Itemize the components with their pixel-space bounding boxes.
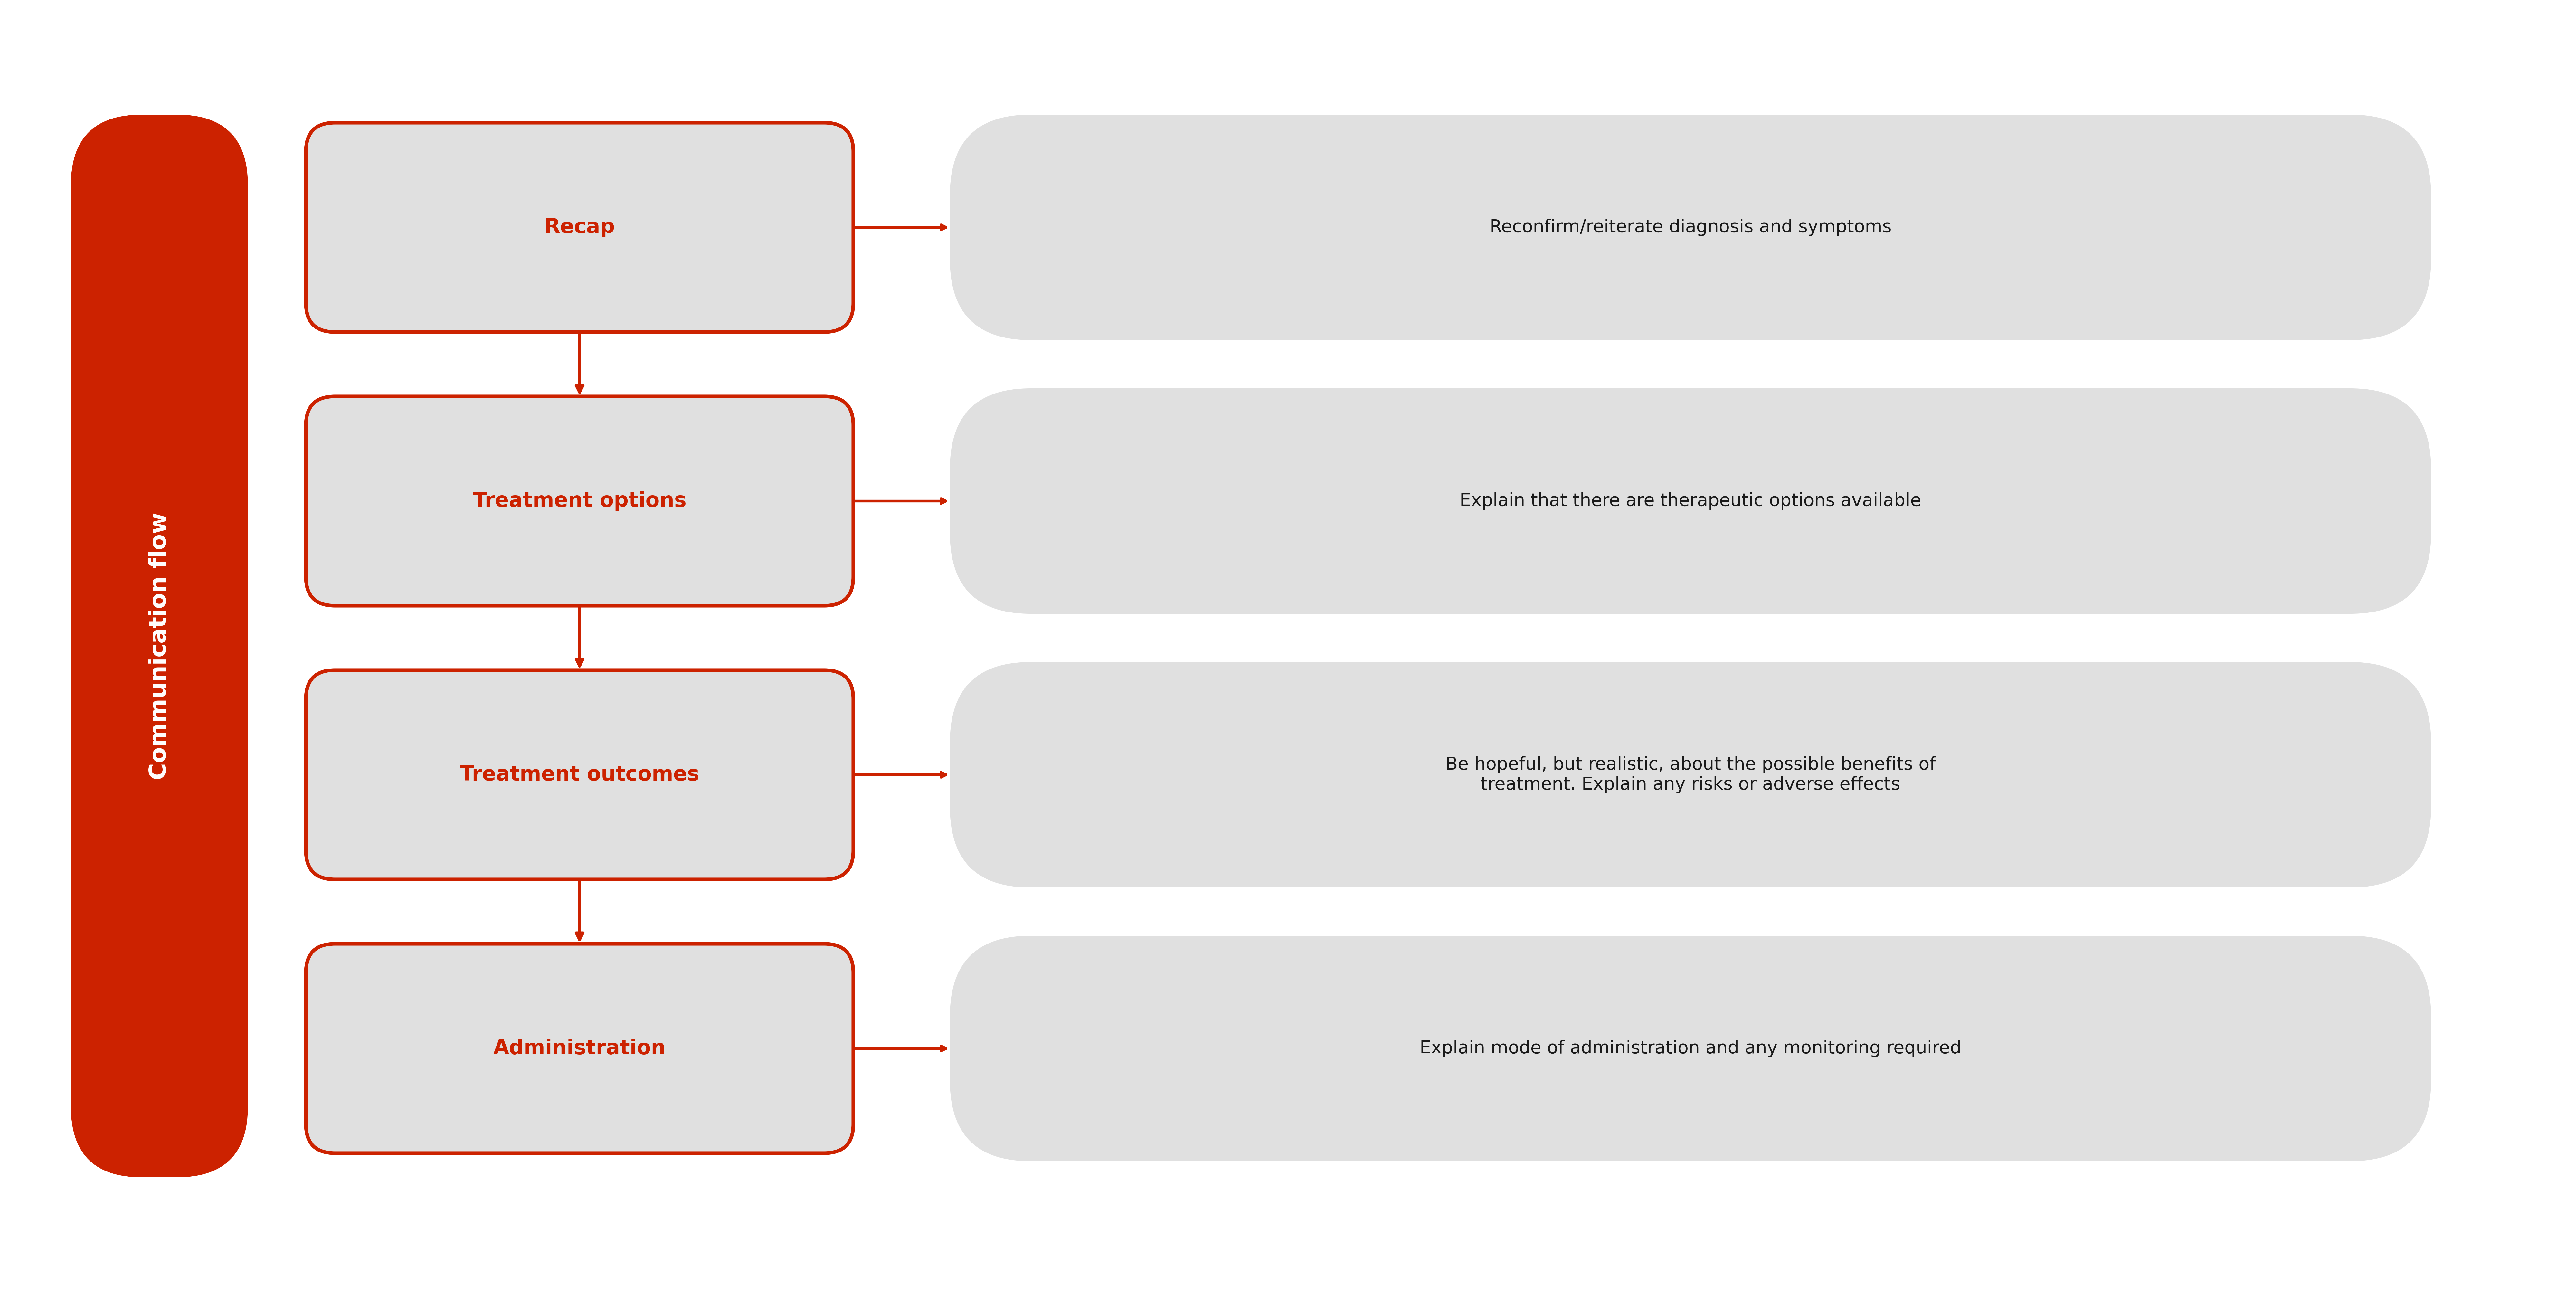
FancyBboxPatch shape	[307, 123, 853, 332]
Text: Explain that there are therapeutic options available: Explain that there are therapeutic optio…	[1461, 493, 1922, 510]
FancyBboxPatch shape	[951, 935, 2432, 1161]
Text: Treatment outcomes: Treatment outcomes	[461, 765, 698, 784]
Text: Be hopeful, but realistic, about the possible benefits of
treatment. Explain any: Be hopeful, but realistic, about the pos…	[1445, 756, 1935, 793]
FancyBboxPatch shape	[72, 115, 247, 1178]
FancyBboxPatch shape	[951, 388, 2432, 614]
Text: Explain mode of administration and any monitoring required: Explain mode of administration and any m…	[1419, 1040, 1960, 1058]
Text: Recap: Recap	[544, 217, 616, 237]
FancyBboxPatch shape	[951, 115, 2432, 341]
Text: Treatment options: Treatment options	[474, 491, 685, 511]
Text: Communication flow: Communication flow	[149, 512, 170, 779]
FancyBboxPatch shape	[307, 396, 853, 606]
FancyBboxPatch shape	[951, 662, 2432, 888]
Text: Reconfirm/reiterate diagnosis and symptoms: Reconfirm/reiterate diagnosis and sympto…	[1489, 218, 1891, 236]
FancyBboxPatch shape	[307, 944, 853, 1153]
Text: Administration: Administration	[495, 1038, 667, 1059]
FancyBboxPatch shape	[307, 670, 853, 880]
